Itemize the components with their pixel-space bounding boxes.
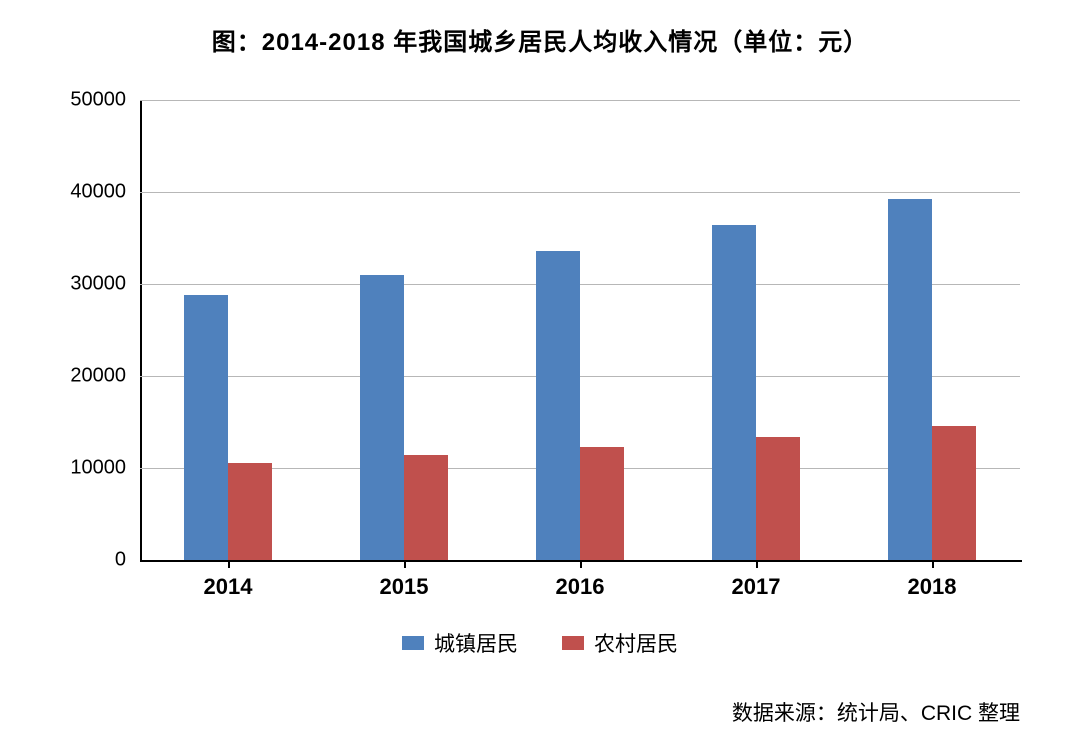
bar — [888, 199, 932, 560]
legend-item: 农村居民 — [562, 628, 678, 658]
x-tick-label: 2016 — [556, 560, 605, 600]
y-tick-label: 0 — [115, 549, 140, 572]
y-tick-label: 20000 — [70, 365, 140, 388]
chart-root: 图：2014-2018 年我国城乡居民人均收入情况（单位：元） 01000020… — [0, 0, 1080, 755]
y-tick-label: 10000 — [70, 457, 140, 480]
chart-title: 图：2014-2018 年我国城乡居民人均收入情况（单位：元） — [0, 22, 1080, 57]
legend-swatch — [402, 636, 424, 650]
y-tick-label: 50000 — [70, 89, 140, 112]
source-text: 数据来源：统计局、CRIC 整理 — [732, 697, 1020, 727]
bar — [536, 251, 580, 560]
legend-swatch — [562, 636, 584, 650]
x-tick-label: 2017 — [732, 560, 781, 600]
legend-label: 农村居民 — [594, 628, 678, 658]
bar — [404, 455, 448, 560]
gridline — [140, 100, 1020, 101]
legend-label: 城镇居民 — [434, 628, 518, 658]
legend-item: 城镇居民 — [402, 628, 518, 658]
y-tick-label: 40000 — [70, 181, 140, 204]
bar — [184, 295, 228, 560]
bar — [932, 426, 976, 560]
gridline — [140, 192, 1020, 193]
y-tick-label: 30000 — [70, 273, 140, 296]
bar — [580, 447, 624, 560]
x-tick-label: 2015 — [380, 560, 429, 600]
bar — [360, 275, 404, 560]
bar — [712, 225, 756, 560]
legend: 城镇居民 农村居民 — [0, 628, 1080, 658]
x-tick-label: 2018 — [908, 560, 957, 600]
bar — [756, 437, 800, 560]
plot-area: 0100002000030000400005000020142015201620… — [140, 100, 1020, 560]
bar — [228, 463, 272, 560]
x-tick-label: 2014 — [204, 560, 253, 600]
